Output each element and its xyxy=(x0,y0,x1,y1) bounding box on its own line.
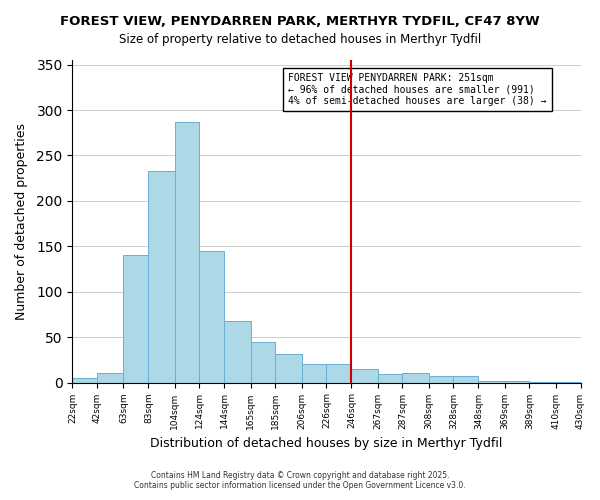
Bar xyxy=(73,378,97,382)
Bar xyxy=(199,251,224,382)
Text: FOREST VIEW PENYDARREN PARK: 251sqm
← 96% of detached houses are smaller (991)
4: FOREST VIEW PENYDARREN PARK: 251sqm ← 96… xyxy=(289,73,547,106)
Bar xyxy=(454,376,478,382)
Bar xyxy=(326,364,352,382)
Bar xyxy=(302,364,326,382)
Bar xyxy=(148,171,175,382)
Bar xyxy=(478,381,505,382)
Bar xyxy=(505,381,529,382)
Bar xyxy=(275,354,302,382)
Text: Contains HM Land Registry data © Crown copyright and database right 2025.
Contai: Contains HM Land Registry data © Crown c… xyxy=(134,470,466,490)
Y-axis label: Number of detached properties: Number of detached properties xyxy=(15,123,28,320)
Bar xyxy=(97,372,124,382)
Bar xyxy=(224,321,251,382)
Bar xyxy=(124,256,148,382)
Bar xyxy=(377,374,403,382)
Bar xyxy=(352,369,377,382)
Text: Size of property relative to detached houses in Merthyr Tydfil: Size of property relative to detached ho… xyxy=(119,32,481,46)
Bar xyxy=(428,376,454,382)
X-axis label: Distribution of detached houses by size in Merthyr Tydfil: Distribution of detached houses by size … xyxy=(150,437,503,450)
Text: FOREST VIEW, PENYDARREN PARK, MERTHYR TYDFIL, CF47 8YW: FOREST VIEW, PENYDARREN PARK, MERTHYR TY… xyxy=(60,15,540,28)
Bar xyxy=(251,342,275,382)
Bar xyxy=(175,122,199,382)
Bar xyxy=(403,372,428,382)
